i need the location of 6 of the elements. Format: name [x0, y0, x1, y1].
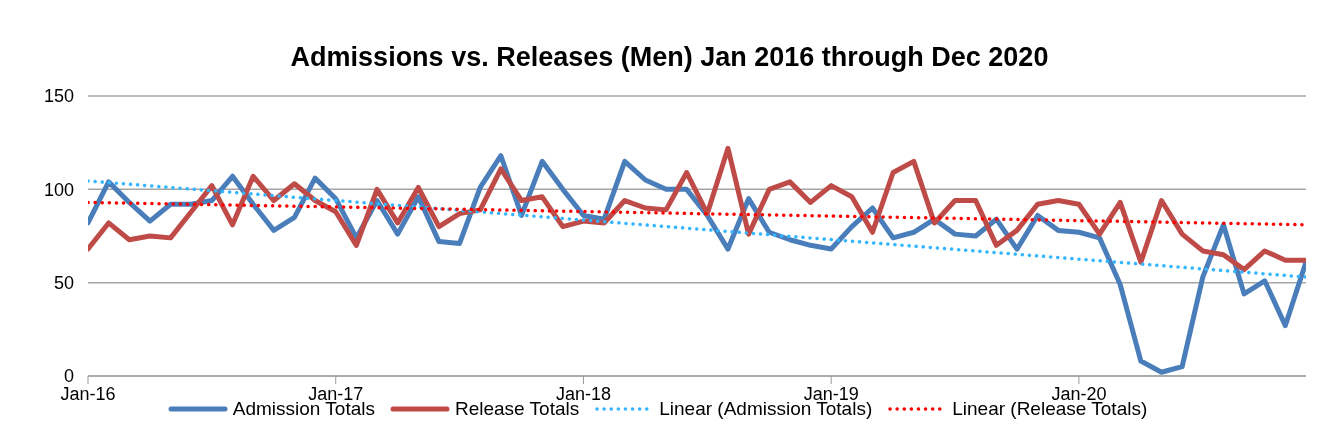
y-tick-label: 100 [43, 179, 74, 200]
y-tick-label: 0 [63, 366, 74, 387]
y-tick-label: 150 [43, 86, 74, 107]
chart-title: Admissions vs. Releases (Men) Jan 2016 through Dec 2020 [289, 41, 1050, 74]
y-tick-label: 50 [53, 273, 74, 294]
x-tick-label: Jan-16 [60, 384, 116, 404]
